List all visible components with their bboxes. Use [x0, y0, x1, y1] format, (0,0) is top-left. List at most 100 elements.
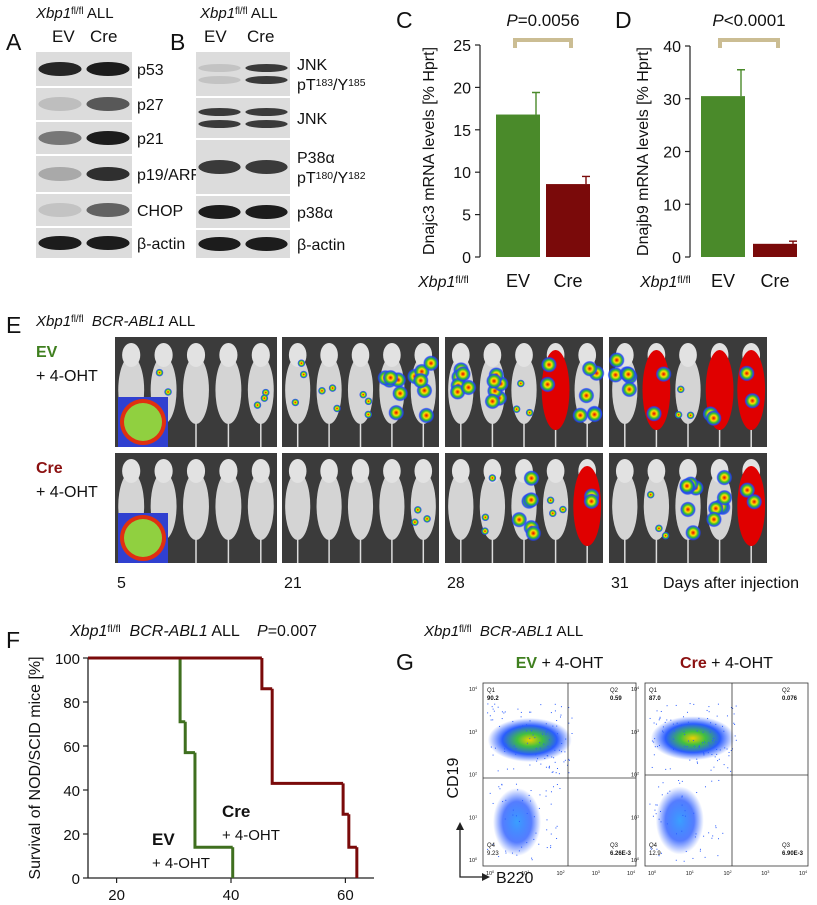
band-label-part: 182: [348, 171, 366, 182]
band-label-part: β-actin: [137, 236, 185, 253]
mouse-head: [383, 459, 401, 483]
quadrant-value: 0.076: [782, 696, 798, 702]
event-dot: [501, 784, 503, 786]
mouse-head: [122, 343, 141, 367]
event-dot: [511, 852, 513, 854]
event-dot: [513, 745, 515, 747]
event-dot: [568, 759, 570, 761]
event-dot: [546, 730, 548, 732]
p-value: P=0.0056: [506, 11, 579, 30]
event-dot: [560, 706, 562, 708]
mouse-head: [219, 343, 238, 367]
mouse-head: [483, 459, 502, 483]
band-label: p38α: [297, 205, 333, 222]
event-dot: [512, 814, 514, 816]
lane-label: Cre: [90, 27, 117, 46]
event-dot: [727, 767, 729, 769]
event-dot: [676, 722, 678, 724]
signal-spot: [512, 405, 521, 414]
event-dot: [706, 709, 708, 711]
event-dot: [529, 738, 531, 740]
event-dot: [655, 813, 657, 815]
event-dot: [681, 830, 683, 832]
log-tick-base: 10: [627, 871, 633, 877]
event-dot: [652, 815, 654, 817]
event-dot: [539, 742, 541, 744]
signal-spot: [607, 366, 624, 383]
event-dot: [533, 816, 535, 818]
event-dot: [699, 850, 701, 852]
event-dot: [522, 725, 524, 727]
panel-title-part: [472, 623, 480, 640]
signal-spot: [621, 381, 638, 398]
plot-header: Cre + 4-OHT: [680, 655, 773, 672]
legend-label: EV: [152, 830, 175, 849]
event-dot: [697, 762, 699, 764]
signal-spot: [608, 352, 625, 369]
event-dot: [540, 704, 542, 706]
quadrant-name: Q2: [610, 688, 619, 694]
y-tick-label: 20: [63, 827, 80, 844]
panel-label: F: [6, 627, 20, 653]
x-tick-label: Cre: [553, 271, 582, 291]
event-dot: [555, 772, 557, 774]
blot-band: [38, 203, 82, 217]
panel-label: D: [615, 7, 632, 33]
mouse-head: [320, 343, 338, 367]
mouse-head: [186, 459, 206, 483]
event-dot: [698, 747, 700, 749]
log-tick-label: 101: [469, 814, 477, 821]
event-dot: [728, 751, 730, 753]
event-dot: [492, 708, 494, 710]
event-dot: [684, 745, 686, 747]
event-dot: [535, 748, 537, 750]
row-label-part: + 4-OHT: [36, 484, 98, 501]
event-dot: [547, 755, 549, 757]
legend-label: Cre: [222, 802, 250, 821]
log-tick-base: 10: [631, 815, 637, 821]
event-dot: [560, 714, 562, 716]
event-dot: [545, 731, 547, 733]
event-dot: [670, 719, 672, 721]
event-dot: [680, 750, 682, 752]
mouse-head: [288, 459, 307, 483]
event-dot: [702, 731, 704, 733]
bar: [753, 243, 797, 257]
log-tick-exp: 1: [475, 814, 477, 818]
band-label-part: p38α: [297, 205, 333, 222]
mouse-head: [515, 343, 533, 367]
event-dot: [666, 705, 668, 707]
survival-step: [178, 658, 186, 724]
quadrant-name: Q4: [487, 843, 496, 849]
event-dot: [656, 710, 658, 712]
signal-spot: [558, 505, 567, 514]
event-dot: [735, 705, 737, 707]
event-dot: [552, 725, 554, 727]
blot-band: [38, 167, 82, 181]
mouse-head: [251, 343, 270, 367]
event-dot: [659, 718, 661, 720]
event-dot: [501, 711, 503, 713]
event-dot: [696, 761, 698, 763]
mouse-body: [675, 356, 701, 424]
event-dot: [681, 795, 683, 797]
mouse-body: [347, 356, 374, 424]
p-value-part: P: [712, 11, 724, 30]
day-label: 28: [447, 575, 465, 592]
event-dot: [707, 752, 709, 754]
event-dot: [685, 850, 687, 852]
mouse-body: [347, 472, 374, 540]
panel-label: G: [396, 649, 414, 675]
event-dot: [684, 810, 686, 812]
log-tick-label: 103: [631, 729, 639, 736]
log-tick-label: 102: [557, 870, 565, 877]
mouse-head: [451, 459, 470, 483]
log-tick-base: 10: [648, 871, 654, 877]
event-dot: [653, 754, 655, 756]
log-tick-exp: 2: [475, 772, 477, 776]
event-dot: [512, 721, 514, 723]
event-dot: [656, 848, 658, 850]
row-label-part: fl/fl: [455, 275, 468, 286]
event-dot: [554, 703, 556, 705]
plot-header-part: + 4-OHT: [537, 655, 603, 672]
